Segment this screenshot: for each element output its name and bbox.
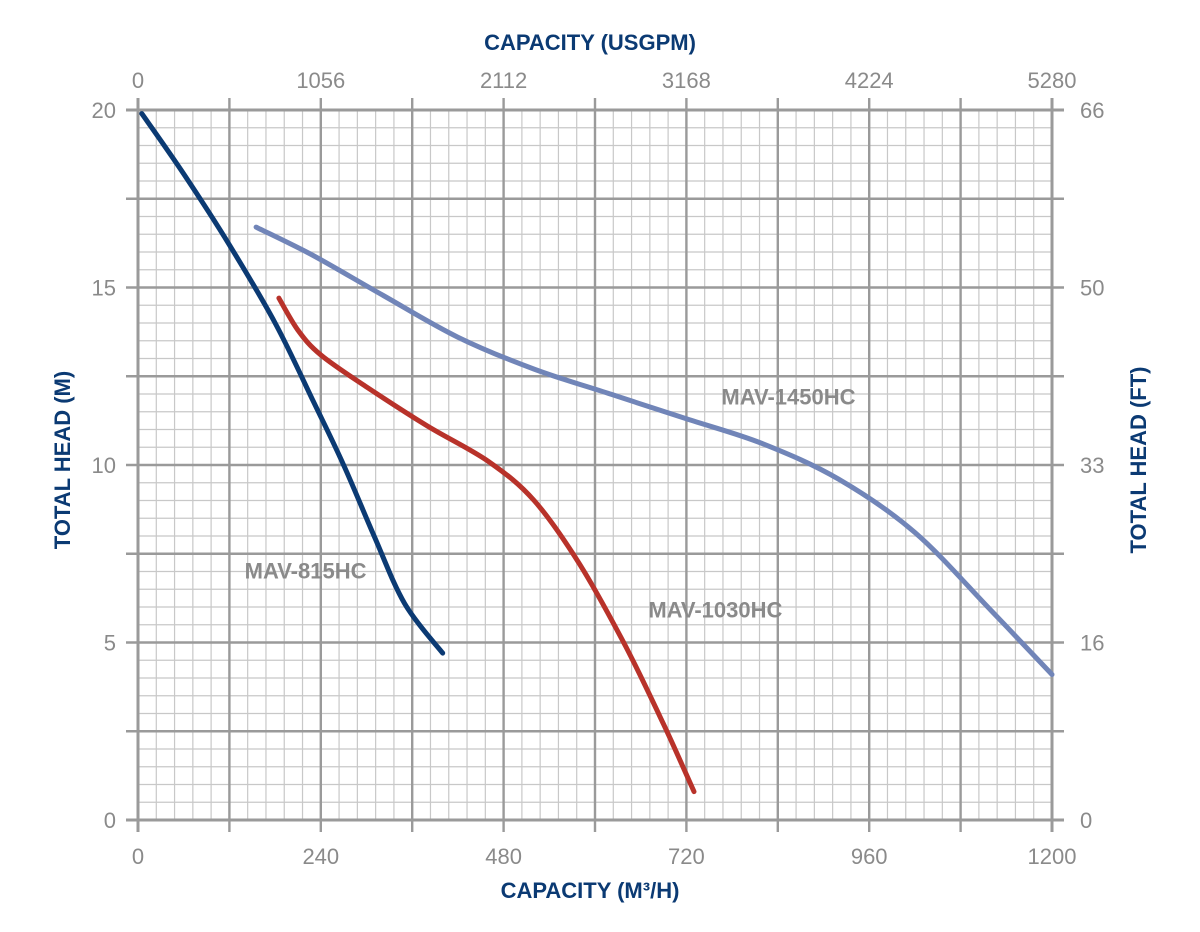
y-tick-label-right: 33 [1080,453,1104,478]
series-line-mav-1450hc [253,224,1055,677]
y-tick-label-left: 10 [92,453,116,478]
y-axis-left-tick-labels: 0 5 10 15 20 [92,98,116,833]
series-label-mav-1030hc: MAV-1030HC [648,598,782,623]
x-tick-label-bottom: 1200 [1028,844,1077,869]
x-axis-title-top: CAPACITY (USGPM) [484,30,696,55]
x-axis-title-bottom: CAPACITY (M³/H) [501,878,680,903]
y-tick-label-left: 5 [104,631,116,656]
x-tick-label-bottom: 960 [851,844,888,869]
x-tick-label-top: 4224 [845,68,894,93]
plot-frame [126,98,1064,832]
x-tick-label-top: 1056 [296,68,345,93]
series-label-mav-1450hc: MAV-1450HC [721,385,855,410]
y-tick-label-right: 0 [1080,808,1092,833]
x-tick-label-bottom: 720 [668,844,705,869]
x-axis-top-tick-labels: 0 1056 2112 3168 4224 5280 [132,68,1077,93]
y-tick-label-left: 0 [104,808,116,833]
x-tick-label-top: 5280 [1028,68,1077,93]
x-tick-label-top: 3168 [662,68,711,93]
y-tick-label-left: 15 [92,276,116,301]
series-lines [139,111,1055,795]
y-tick-label-right: 66 [1080,98,1104,123]
x-tick-label-bottom: 0 [132,844,144,869]
x-tick-label-bottom: 480 [485,844,522,869]
series-line-mav-815hc [139,111,446,656]
series-labels: MAV-815HC MAV-1030HC MAV-1450HC [245,385,856,623]
x-tick-label-top: 0 [132,68,144,93]
y-tick-label-left: 20 [92,98,116,123]
series-line-mav-1030hc [276,295,697,795]
y-axis-title-left: TOTAL HEAD (M) [50,371,75,549]
y-axis-title-right: TOTAL HEAD (FT) [1126,367,1151,554]
series-label-mav-815hc: MAV-815HC [245,559,367,584]
y-axis-right-tick-labels: 0 16 33 50 66 [1080,98,1104,833]
x-axis-bottom-tick-labels: 0 240 480 720 960 1200 [132,844,1077,869]
y-tick-label-right: 16 [1080,631,1104,656]
x-tick-label-bottom: 240 [302,844,339,869]
major-gridlines [126,98,1064,832]
y-tick-label-right: 50 [1080,276,1104,301]
x-tick-label-top: 2112 [480,68,527,93]
